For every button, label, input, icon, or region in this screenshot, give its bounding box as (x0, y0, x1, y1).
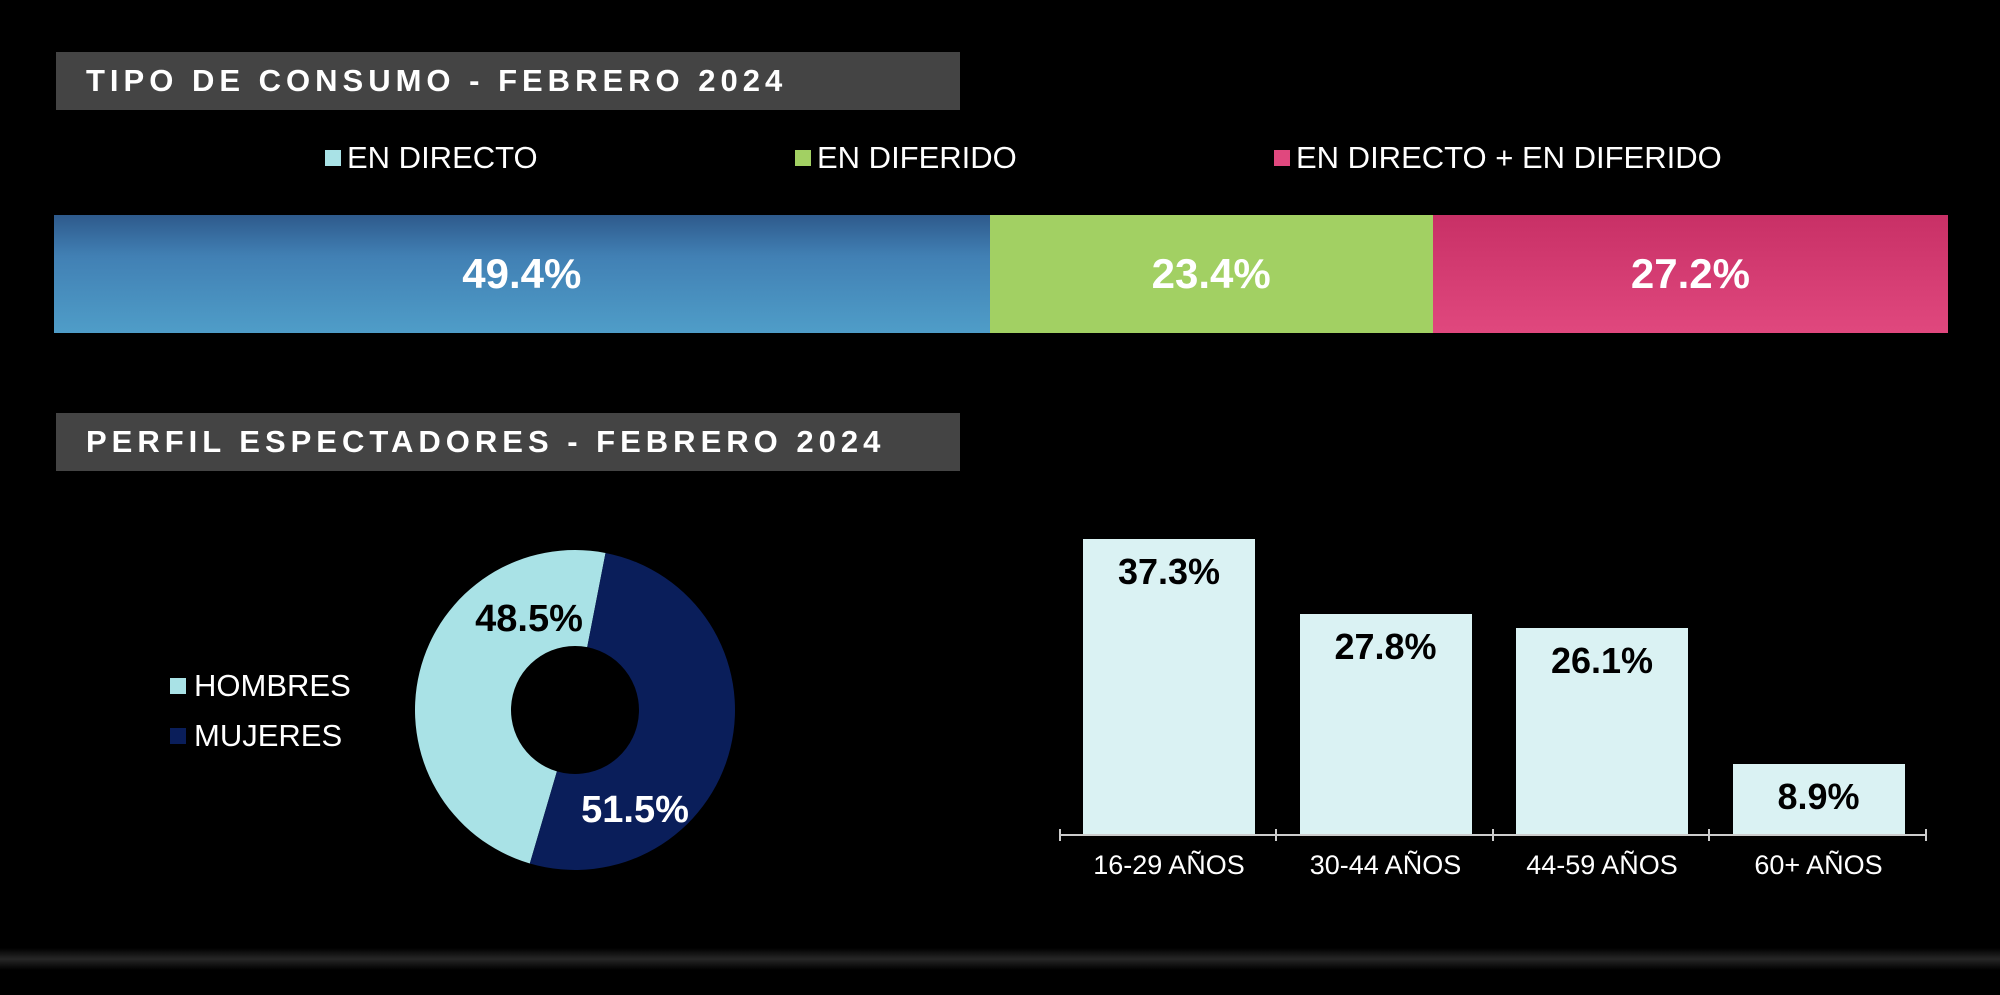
legend-item-hombres: HOMBRES (170, 668, 351, 704)
legend-swatch-mujeres (170, 728, 186, 744)
age-bar-4: 8.9% (1732, 764, 1905, 835)
donut-slice-hombres (414, 549, 606, 864)
donut-slice-mujeres (529, 552, 735, 870)
age-category-label: 16-29 AÑOS (1093, 850, 1245, 880)
stack-segment-en-directo-diferido: 27.2% (1432, 215, 1948, 333)
age-category-label: 60+ AÑOS (1754, 850, 1883, 880)
donut-label-mujeres: 51.5% (581, 789, 689, 831)
stack-segment-en-diferido: 23.4% (989, 215, 1433, 333)
age-bar-rect (1732, 764, 1905, 835)
legend-label-en-diferido: EN DIFERIDO (817, 140, 1017, 175)
age-bar-1: 37.3% (1083, 539, 1255, 835)
age-category-label: 30-44 AÑOS (1309, 850, 1462, 880)
gender-donut-chart: 48.5% 51.5% (414, 549, 735, 870)
perfil-section-title: PERFIL ESPECTADORES - FEBRERO 2024 (56, 413, 960, 471)
legend-item-mujeres: MUJERES (170, 718, 342, 754)
age-bar-value-label: 37.3% (1117, 551, 1221, 592)
legend-swatch-en-directo-diferido (1274, 150, 1290, 166)
stack-label-en-diferido: 23.4% (1151, 250, 1271, 297)
consumo-section-title: TIPO DE CONSUMO - FEBRERO 2024 (56, 52, 960, 110)
age-bar-3: 26.1% (1516, 627, 1688, 835)
stack-label-en-directo: 49.4% (462, 250, 582, 297)
age-bar-rect (1516, 627, 1688, 835)
donut-label-hombres: 48.5% (475, 598, 583, 640)
x-axis (1059, 829, 1927, 841)
legend-swatch-en-directo (325, 150, 341, 166)
legend-swatch-hombres (170, 678, 186, 694)
age-bar-value-label: 27.8% (1334, 626, 1437, 668)
legend-label-hombres: HOMBRES (194, 668, 351, 703)
age-bar-rect (1083, 539, 1255, 835)
bottom-glow (0, 948, 2000, 970)
stack-segment-en-directo: 49.4% (54, 215, 990, 333)
legend-swatch-en-diferido (795, 150, 811, 166)
legend-item-en-directo: EN DIRECTO (325, 140, 538, 176)
legend-label-en-directo: EN DIRECTO (347, 140, 538, 175)
stack-label-en-directo-diferido: 27.2% (1630, 250, 1750, 297)
age-category-label: 44-59 AÑOS (1526, 850, 1678, 880)
age-bar-2: 27.8% (1299, 614, 1472, 835)
legend-item-en-directo-diferido: EN DIRECTO + EN DIFERIDO (1274, 140, 1722, 176)
age-bar-value-label: 8.9% (1777, 776, 1860, 818)
legend-label-en-directo-diferido: EN DIRECTO + EN DIFERIDO (1296, 140, 1722, 175)
age-bar-rect (1299, 614, 1472, 835)
legend-label-mujeres: MUJERES (194, 718, 343, 753)
age-bar-value-label: 26.1% (1550, 639, 1654, 681)
legend-item-en-diferido: EN DIFERIDO (795, 140, 1017, 176)
